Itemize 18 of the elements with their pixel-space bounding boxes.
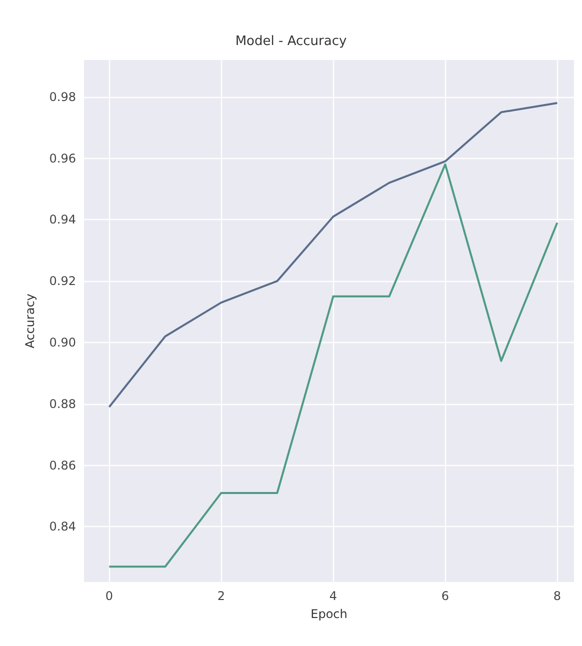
y-axis-title: Accuracy <box>23 294 37 348</box>
line-series <box>108 163 558 568</box>
chart-title: Model - Accuracy <box>235 34 347 49</box>
x-tick-label: 2 <box>217 589 226 603</box>
line-series <box>108 102 558 408</box>
y-tick-label: 0.90 <box>49 335 76 350</box>
y-tick-label: 0.86 <box>49 458 76 472</box>
x-tick-label: 0 <box>105 589 114 603</box>
x-tick-label: 8 <box>553 589 562 603</box>
y-tick-label: 0.92 <box>49 274 76 288</box>
x-axis-title: Epoch <box>310 607 348 621</box>
y-tick-label: 0.96 <box>49 151 76 166</box>
y-tick-label: 0.94 <box>49 212 76 227</box>
y-tick-label: 0.88 <box>49 396 76 411</box>
x-tick-label: 6 <box>441 589 450 603</box>
x-tick-label: 4 <box>329 589 338 603</box>
y-tick-label: 0.84 <box>49 520 76 534</box>
y-tick-label: 0.98 <box>49 90 76 104</box>
